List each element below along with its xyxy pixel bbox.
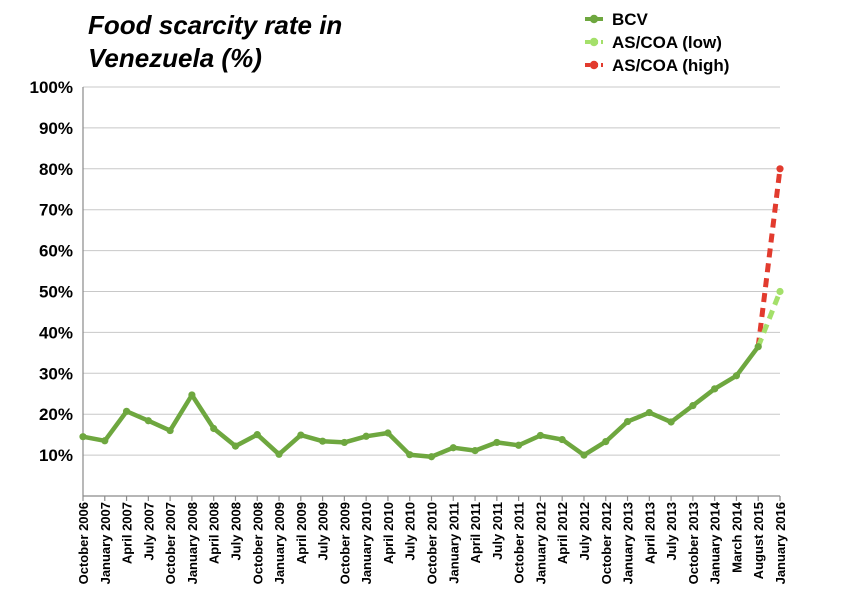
data-point	[515, 441, 523, 449]
legend-swatch-marker	[589, 14, 599, 24]
data-point	[427, 453, 436, 461]
data-point	[754, 343, 762, 351]
x-tick-label: March 2014	[729, 501, 744, 573]
x-tick-label: October 2011	[512, 502, 527, 584]
data-point	[602, 438, 610, 446]
data-point	[384, 429, 392, 437]
data-point	[231, 442, 240, 450]
x-tick-label: January 2014	[708, 501, 723, 584]
x-tick-label: April 2009	[294, 502, 309, 564]
data-point	[318, 437, 327, 445]
x-tick-label: October 2006	[76, 502, 91, 584]
data-point	[101, 437, 109, 445]
x-tick-label: July 2012	[577, 502, 592, 561]
data-point	[210, 424, 218, 433]
data-point	[776, 165, 784, 173]
y-tick-label: 40%	[39, 323, 73, 342]
x-tick-label: October 2008	[250, 502, 265, 584]
x-tick-label: October 2010	[425, 502, 440, 584]
data-point	[623, 417, 632, 426]
x-tick-label: April 2013	[642, 502, 657, 564]
x-tick-label: July 2008	[228, 502, 243, 561]
chart-title-line-1: Food scarcity rate in	[88, 10, 342, 40]
x-axis-ticks: October 2006 January 2007 April 2007 July 2…	[76, 496, 788, 584]
x-tick-label: July 2013	[664, 502, 679, 561]
x-tick-label: July 2010	[403, 502, 418, 561]
data-point	[122, 407, 131, 415]
x-tick-label: April 2007	[120, 502, 135, 564]
legend-label: AS/COA (low)	[612, 33, 722, 52]
data-point	[493, 438, 501, 447]
x-tick-label: October 2012	[599, 502, 614, 584]
data-point	[188, 391, 196, 399]
x-tick-label: August 2015	[751, 502, 766, 579]
x-tick-label: April 2008	[207, 502, 222, 564]
data-point	[79, 433, 87, 441]
x-tick-label: January 2007	[98, 502, 113, 584]
x-tick-label: January 2010	[359, 502, 374, 584]
data-point	[558, 435, 566, 444]
data-point	[536, 431, 545, 440]
x-tick-label: October 2007	[163, 502, 178, 584]
data-point	[253, 431, 261, 439]
x-tick-label: April 2012	[555, 502, 570, 564]
data-point	[711, 385, 719, 393]
data-point	[166, 426, 174, 435]
y-tick-label: 50%	[39, 283, 73, 302]
data-point	[471, 447, 479, 455]
legend-swatch-marker	[589, 37, 599, 47]
data-point	[689, 402, 697, 410]
legend-item: AS/COA (high)	[585, 56, 729, 75]
legend-swatch-marker	[589, 60, 599, 70]
data-point	[275, 450, 283, 458]
legend-label: AS/COA (high)	[612, 56, 729, 75]
y-tick-label: 70%	[39, 201, 73, 220]
y-tick-label: 30%	[39, 364, 73, 383]
x-tick-label: January 2012	[533, 502, 548, 584]
y-tick-label: 60%	[39, 242, 73, 261]
data-point	[776, 287, 784, 296]
data-point	[144, 417, 152, 425]
series-line-as-coa-high	[755, 168, 783, 348]
y-tick-label: 100%	[30, 78, 73, 97]
y-tick-label: 90%	[39, 119, 73, 138]
data-series	[79, 165, 784, 461]
x-tick-label: April 2011	[468, 502, 483, 563]
data-point	[362, 432, 370, 440]
y-tick-label: 10%	[39, 446, 73, 465]
data-point	[297, 431, 305, 439]
y-tick-label: 20%	[39, 405, 73, 424]
x-tick-label: January 2013	[621, 502, 636, 584]
x-tick-label: January 2011	[446, 502, 461, 584]
x-tick-label: July 2011	[490, 502, 505, 560]
x-tick-label: January 2016	[773, 502, 788, 584]
legend-item: BCV	[585, 10, 649, 29]
data-point	[645, 408, 653, 417]
legend: BCV AS/COA (low) AS/COA (high)	[585, 10, 729, 75]
legend-item: AS/COA (low)	[585, 33, 722, 52]
chart-title-line-2: Venezuela (%)	[88, 43, 262, 73]
data-point	[340, 438, 348, 447]
x-tick-label: July 2007	[141, 502, 156, 561]
data-point	[580, 451, 588, 459]
series-line-bcv	[82, 345, 761, 459]
x-tick-label: October 2009	[337, 502, 352, 584]
data-point	[732, 372, 741, 380]
data-point	[406, 451, 414, 459]
x-tick-label: July 2009	[316, 502, 331, 561]
data-point	[667, 418, 675, 426]
gridlines	[83, 86, 780, 456]
series-line-as-coa-low	[755, 290, 783, 348]
x-tick-label: January 2008	[185, 502, 200, 584]
x-tick-label: April 2010	[381, 502, 396, 564]
x-tick-label: October 2013	[686, 502, 701, 584]
x-tick-label: January 2009	[272, 502, 287, 584]
data-point	[449, 444, 457, 452]
y-axis-ticks: 10% 20% 30% 40% 50% 60% 70% 80% 90% 100%	[30, 78, 73, 465]
y-tick-label: 80%	[39, 160, 73, 179]
legend-label: BCV	[612, 10, 649, 29]
